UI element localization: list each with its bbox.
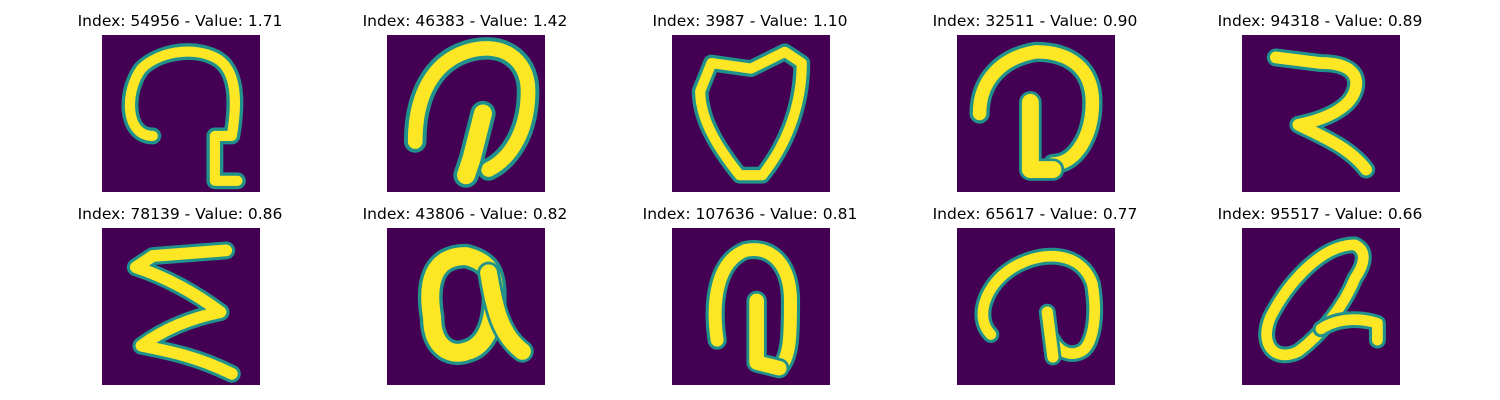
panel-title: Index: 46383 - Value: 1.42 (362, 12, 568, 30)
panel-title: Index: 65617 - Value: 0.77 (932, 205, 1138, 223)
digit-image (672, 35, 830, 192)
digit-image (672, 228, 830, 385)
digit-image (387, 35, 545, 192)
panel: Index: 78139 - Value: 0.86 (40, 193, 320, 385)
digit-image (387, 228, 545, 385)
panel: Index: 43806 - Value: 0.82 (325, 193, 605, 385)
panel-title: Index: 78139 - Value: 0.86 (77, 205, 283, 223)
panel-title: Index: 32511 - Value: 0.90 (932, 12, 1138, 30)
digit-image (957, 228, 1115, 385)
digit-image (1242, 35, 1400, 192)
panel-title: Index: 3987 - Value: 1.10 (652, 12, 848, 30)
digit-image (102, 228, 260, 385)
panel: Index: 32511 - Value: 0.90 (895, 0, 1175, 192)
panel: Index: 54956 - Value: 1.71 (40, 0, 320, 192)
panel: Index: 46383 - Value: 1.42 (325, 0, 605, 192)
panel: Index: 65617 - Value: 0.77 (895, 193, 1175, 385)
panel-title: Index: 107636 - Value: 0.81 (642, 205, 858, 223)
panel: Index: 107636 - Value: 0.81 (610, 193, 890, 385)
panel: Index: 3987 - Value: 1.10 (610, 0, 890, 192)
panel: Index: 94318 - Value: 0.89 (1180, 0, 1460, 192)
panel-title: Index: 94318 - Value: 0.89 (1217, 12, 1423, 30)
panel-title: Index: 43806 - Value: 0.82 (362, 205, 568, 223)
panel: Index: 95517 - Value: 0.66 (1180, 193, 1460, 385)
digit-image (102, 35, 260, 192)
digit-image (957, 35, 1115, 192)
panel-title: Index: 54956 - Value: 1.71 (77, 12, 283, 30)
digit-image (1242, 228, 1400, 385)
panel-title: Index: 95517 - Value: 0.66 (1217, 205, 1423, 223)
